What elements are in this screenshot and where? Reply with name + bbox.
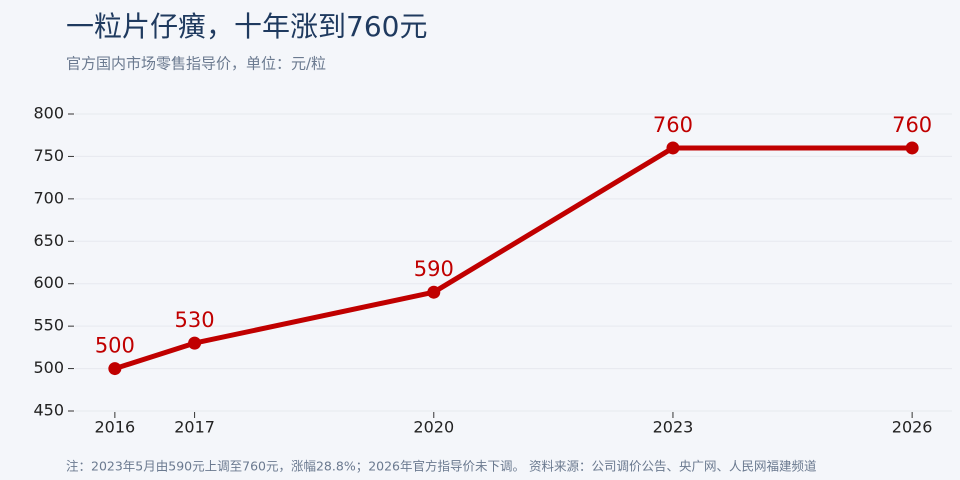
y-tick-label: 800 — [33, 104, 64, 123]
x-tick-label: 2017 — [174, 418, 215, 437]
x-tick-label: 2026 — [892, 418, 933, 437]
data-label: 760 — [653, 113, 693, 137]
y-tick-label: 500 — [33, 358, 64, 377]
y-tick-label: 650 — [33, 231, 64, 250]
y-tick-label: 550 — [33, 316, 64, 335]
data-point — [905, 141, 919, 155]
data-point — [666, 141, 680, 155]
x-tick-label: 2020 — [413, 418, 454, 437]
data-point — [427, 285, 441, 299]
x-tick-label: 2023 — [653, 418, 694, 437]
y-tick-label: 600 — [33, 273, 64, 292]
y-tick-label: 700 — [33, 188, 64, 207]
series-line — [114, 145, 913, 371]
data-point — [188, 336, 202, 350]
chart-title: 一粒片仔癀，十年涨到760元 — [66, 10, 427, 43]
chart-note: 注：2023年5月由590元上调至760元，涨幅28.8%；2026年官方指导价… — [66, 459, 817, 474]
chart-subtitle: 官方国内市场零售指导价，单位：元/粒 — [66, 55, 326, 73]
data-label: 500 — [95, 334, 135, 358]
data-label: 590 — [414, 257, 454, 281]
data-point — [108, 362, 122, 376]
data-label: 760 — [892, 113, 932, 137]
y-tick-label: 450 — [33, 401, 64, 420]
y-tick-label: 750 — [33, 146, 64, 165]
x-tick-label: 2016 — [95, 418, 136, 437]
data-label: 530 — [175, 308, 215, 332]
